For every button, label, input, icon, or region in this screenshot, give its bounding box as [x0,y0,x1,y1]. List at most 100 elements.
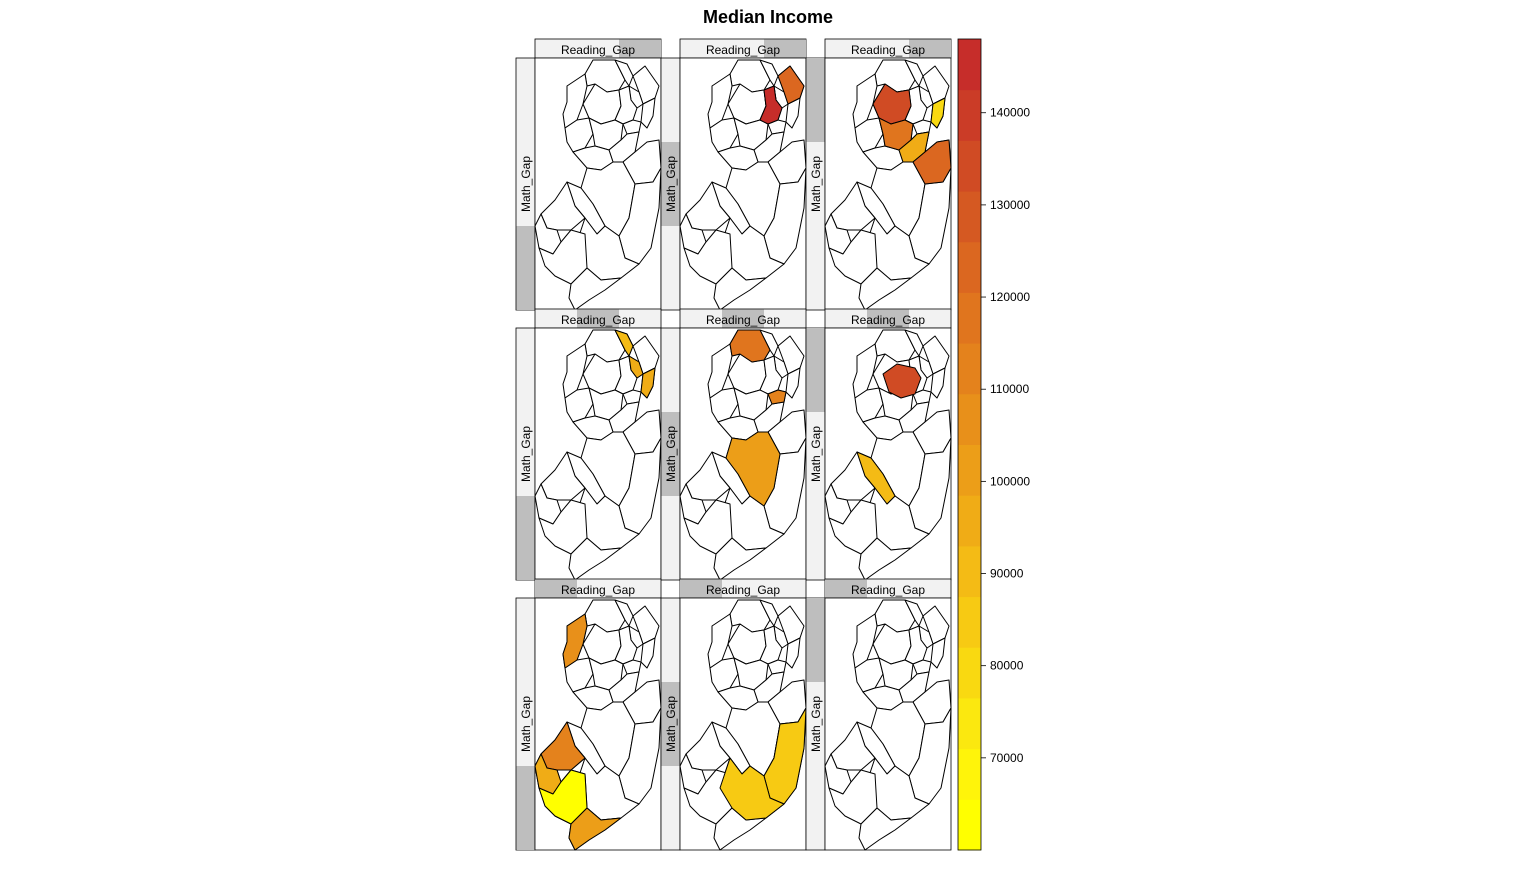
county-highlight-essex-morris [882,363,922,399]
county-highlight-warren [562,613,588,669]
county-ocean [908,707,952,805]
reading-level-indicator [909,39,951,58]
legend-tick-label: 100000 [990,474,1030,488]
legend-bin [958,241,981,293]
map-panel: Reading_Gap Math_Gap [515,578,662,851]
math-strip-label: Math_Gap [519,156,533,212]
county-highlight-cumberland [538,769,588,825]
county-passaic-south [614,599,634,627]
legend-bin [958,140,981,192]
legend-tick-label: 110000 [990,382,1029,396]
county-highlight-ocean [763,707,807,805]
reading-strip-label: Reading_Gap [561,43,635,57]
county-ocean [763,167,807,265]
county-map [824,599,952,851]
math-level-indicator [806,328,825,412]
county-hudson [930,367,946,399]
reading-strip-label: Reading_Gap [561,313,635,327]
math-strip-label: Math_Gap [519,696,533,752]
county-hunterdon [564,387,594,423]
legend-bin [958,799,981,851]
county-map [534,59,662,311]
legend-tick-label: 80000 [990,659,1024,673]
county-cumberland [683,229,733,285]
county-hunterdon [709,387,739,423]
math-level-indicator [661,682,680,766]
math-level-indicator [516,226,535,310]
color-legend: 70000 80000 90000 100000 110000 120000 130000 1… [957,38,1030,851]
county-map [824,329,952,581]
county-highlight-burlington [725,431,781,507]
legend-bin [958,39,981,91]
math-strip-label: Math_Gap [664,426,678,482]
county-union [912,119,932,135]
reading-level-indicator [535,579,577,598]
legend-bin [958,545,981,598]
figure-title: Median Income [703,7,833,27]
county-hunterdon [709,657,739,693]
map-panel: Reading_Gap Math_Gap [660,38,807,311]
map-panel: Reading_Gap Math_Gap [515,38,662,311]
county-hudson [930,637,946,669]
reading-strip-label: Reading_Gap [706,43,780,57]
county-highlight-union [767,389,787,405]
county-passaic-south [904,329,924,357]
county-cape-may [858,807,912,851]
county-union [622,389,642,405]
map-panel: Reading_Gap Math_Gap [515,308,662,581]
reading-level-indicator [825,579,867,598]
reading-level-indicator [680,579,722,598]
map-panel: Reading_Gap Math_Gap [805,578,952,851]
math-level-indicator [661,142,680,226]
county-ocean [618,437,662,535]
legend-bin [958,697,981,750]
county-highlight-sussex [729,329,771,363]
county-cape-may [568,537,622,581]
county-cumberland [828,769,878,825]
county-highlight-essex [759,85,783,125]
county-highlight-bergen-east [777,65,805,105]
map-panel: Reading_Gap Math_Gap [805,38,952,311]
county-cape-may [713,537,767,581]
county-passaic-south [904,599,924,627]
county-passaic-south [759,599,779,627]
county-highlight-camden [856,451,896,505]
county-hudson [785,637,801,669]
county-union [622,659,642,675]
county-cumberland [538,229,588,285]
county-highlight-monmouth [912,139,952,185]
legend-bin [958,444,981,496]
math-strip-label: Math_Gap [664,696,678,752]
county-highlight-passaic-south [614,329,634,357]
legend-tick-label: 120000 [990,290,1030,304]
county-cumberland [828,499,878,555]
county-map [824,59,952,311]
county-hunterdon [564,117,594,153]
county-cumberland [828,229,878,285]
legend-bin [958,89,981,141]
county-union [622,119,642,135]
county-union [912,659,932,675]
county-hunterdon [854,657,884,693]
reading-level-indicator [867,309,909,328]
map-panel: Reading_Gap Math_Gap [805,308,952,581]
math-strip-label: Math_Gap [519,426,533,482]
county-passaic-south [614,59,634,87]
county-cape-may [713,267,767,311]
math-strip-label: Math_Gap [809,156,823,212]
reading-strip-label: Reading_Gap [706,583,780,597]
county-passaic-south [759,59,779,87]
county-hunterdon [709,117,739,153]
reading-level-indicator [722,309,764,328]
county-map [679,599,807,851]
county-cumberland [538,499,588,555]
county-map [679,59,807,311]
math-strip-label: Math_Gap [664,156,678,212]
county-hunterdon [854,117,884,153]
county-ocean [618,707,662,805]
county-cape-may [858,537,912,581]
county-highlight-bergen-south [628,355,644,379]
math-strip-label: Math_Gap [809,426,823,482]
county-hudson [785,367,801,399]
